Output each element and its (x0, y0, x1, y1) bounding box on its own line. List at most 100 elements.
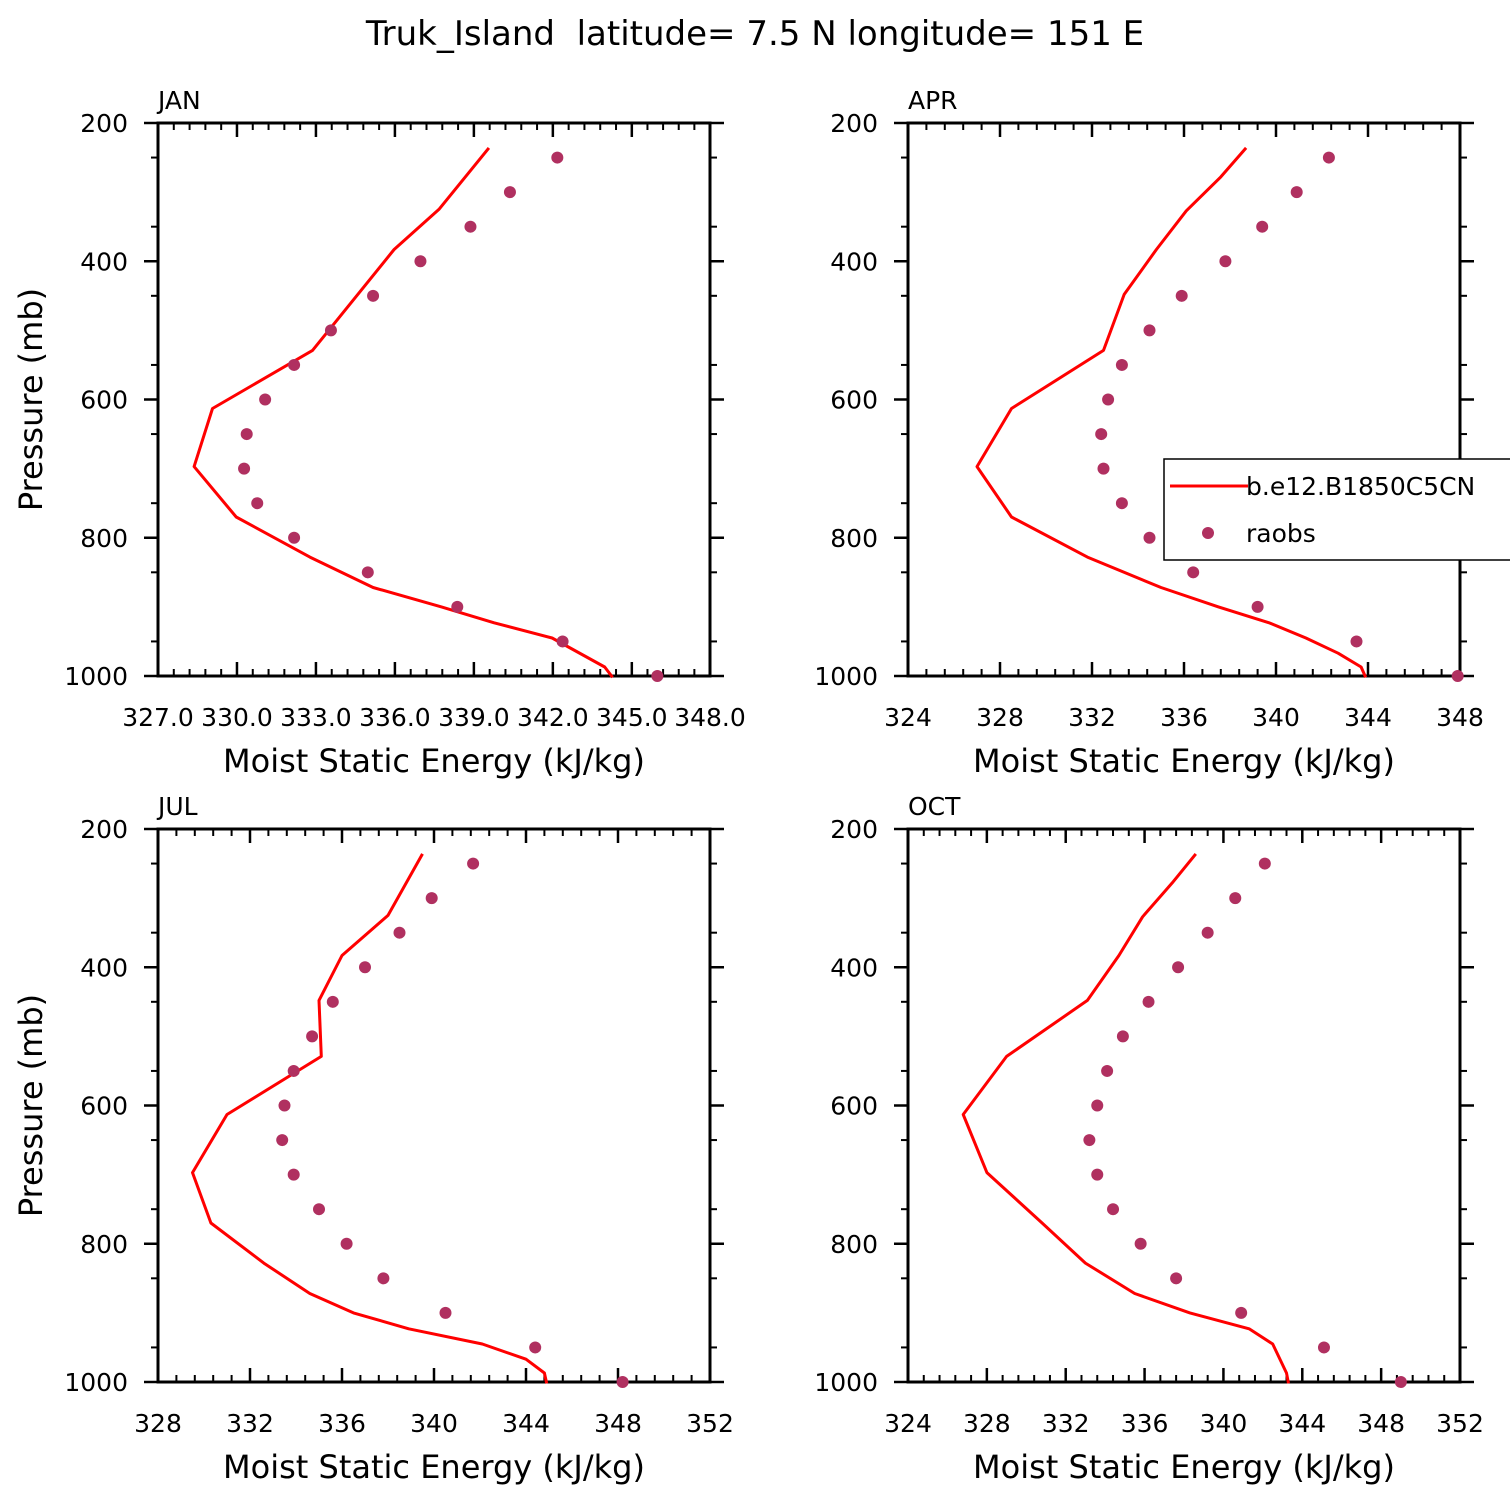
y-tick-label: 200 (830, 815, 878, 844)
raobs-point (288, 531, 301, 544)
raobs-point (1219, 255, 1232, 268)
raobs-point (1115, 497, 1128, 510)
raobs-point (1290, 186, 1303, 199)
y-tick-label: 600 (830, 1092, 878, 1121)
raobs-point (1317, 1341, 1330, 1354)
x-tick-label: 336 (1160, 703, 1208, 732)
x-tick-label: 345.0 (596, 703, 668, 732)
raobs-point (1091, 1168, 1104, 1181)
x-tick-label: 348 (1436, 703, 1484, 732)
x-tick-label: 348 (594, 1409, 642, 1438)
raobs-point (340, 1237, 353, 1250)
x-tick-label: 342.0 (517, 703, 589, 732)
raobs-point (1201, 926, 1214, 939)
y-tick-label: 600 (80, 1092, 128, 1121)
x-tick-label: 348.0 (674, 703, 746, 732)
x-tick-label: 344 (502, 1409, 550, 1438)
model-line-jan (192, 146, 614, 679)
raobs-point (464, 220, 477, 233)
x-tick-label: 336 (1121, 1409, 1169, 1438)
raobs-point (1258, 857, 1271, 870)
raobs-point (1142, 995, 1155, 1008)
panel-label-oct: OCT (908, 792, 961, 821)
raobs-point (467, 857, 480, 870)
figure-title: Truk_Island latitude= 7.5 N longitude= 1… (365, 14, 1144, 54)
panel-label-jul: JUL (156, 792, 198, 821)
raobs-point (1175, 289, 1188, 302)
raobs-point (1083, 1134, 1096, 1147)
raobs-point (1187, 566, 1200, 579)
x-tick-label: 328 (963, 1409, 1011, 1438)
x-tick-label: 340 (1200, 1409, 1248, 1438)
raobs-point (1101, 1064, 1114, 1077)
raobs-point (1116, 1030, 1129, 1043)
panel-label-jan: JAN (156, 86, 201, 115)
y-tick-label: 1000 (814, 1368, 878, 1397)
y-tick-label: 400 (830, 247, 878, 276)
x-tick-label: 330.0 (201, 703, 273, 732)
y-tick-label: 400 (80, 247, 128, 276)
raobs-point (287, 1168, 300, 1181)
x-tick-label: 336 (318, 1409, 366, 1438)
legend: b.e12.B1850C5CN raobs (1163, 458, 1510, 561)
plot-frame-oct (906, 827, 1462, 1384)
y-tick-label: 200 (80, 109, 128, 138)
x-tick-label: 324 (884, 1409, 932, 1438)
raobs-point (425, 892, 438, 905)
raobs-point (551, 151, 564, 164)
raobs-point (503, 186, 516, 199)
y-tick-label: 1000 (814, 662, 878, 691)
x-tick-label: 344 (1344, 703, 1392, 732)
raobs-point (1322, 151, 1335, 164)
legend-box (1163, 458, 1510, 561)
raobs-point (1451, 670, 1464, 682)
y-tick-label: 1000 (64, 1368, 128, 1397)
raobs-point (1143, 324, 1156, 337)
y-tick-label: 800 (830, 1230, 878, 1259)
x-tick-label: 336.0 (359, 703, 431, 732)
panel-apr: 324 328 332 336 340 344 348 200 400 600 800 1000 APR… (814, 86, 1510, 780)
raobs-point (287, 1064, 300, 1077)
raobs-point (276, 1134, 289, 1147)
x-tick-label: 328 (976, 703, 1024, 732)
raobs-point (361, 566, 374, 579)
raobs-point (251, 497, 264, 510)
y-tick-label: 600 (80, 386, 128, 415)
model-line-apr (975, 146, 1368, 679)
x-axis-label-jan: Moist Static Energy (kJ/kg) (223, 742, 645, 780)
raobs-point (1091, 1099, 1104, 1112)
x-tick-label: 339.0 (438, 703, 510, 732)
raobs-point (313, 1203, 325, 1216)
raobs-point (1107, 1203, 1120, 1216)
raobs-point (1251, 600, 1264, 613)
legend-dot-swatch (1202, 527, 1214, 539)
y-tick-label: 800 (830, 524, 878, 553)
raobs-point (529, 1341, 542, 1354)
raobs-point (1134, 1237, 1147, 1250)
raobs-point (359, 961, 371, 974)
y-axis-label-jan: Pressure (mb) (12, 288, 50, 511)
raobs-point (1143, 531, 1156, 544)
y-tick-label: 1000 (64, 662, 128, 691)
y-tick-label: 200 (80, 815, 128, 844)
x-tick-label: 352 (1436, 1409, 1484, 1438)
y-tick-label: 800 (80, 1230, 128, 1259)
x-axis-label-jul: Moist Static Energy (kJ/kg) (223, 1448, 645, 1486)
plot-frame-apr (906, 121, 1462, 678)
raobs-point (1172, 961, 1185, 974)
raobs-point (439, 1306, 452, 1319)
panel-jan: 327.0 330.0 333.0 336.0 339.0 342.0 345.0 348.0… (12, 86, 746, 780)
raobs-point (259, 393, 272, 406)
raobs-point (1095, 428, 1108, 441)
raobs-point (1097, 462, 1110, 475)
raobs-point (1102, 393, 1115, 406)
raobs-point (324, 324, 337, 337)
x-tick-label: 327.0 (122, 703, 194, 732)
x-tick-label: 332 (1042, 1409, 1090, 1438)
x-tick-label: 333.0 (280, 703, 352, 732)
raobs-point (556, 635, 569, 648)
x-tick-label: 324 (884, 703, 932, 732)
raobs-point (238, 462, 251, 475)
x-tick-label: 340 (1252, 703, 1300, 732)
